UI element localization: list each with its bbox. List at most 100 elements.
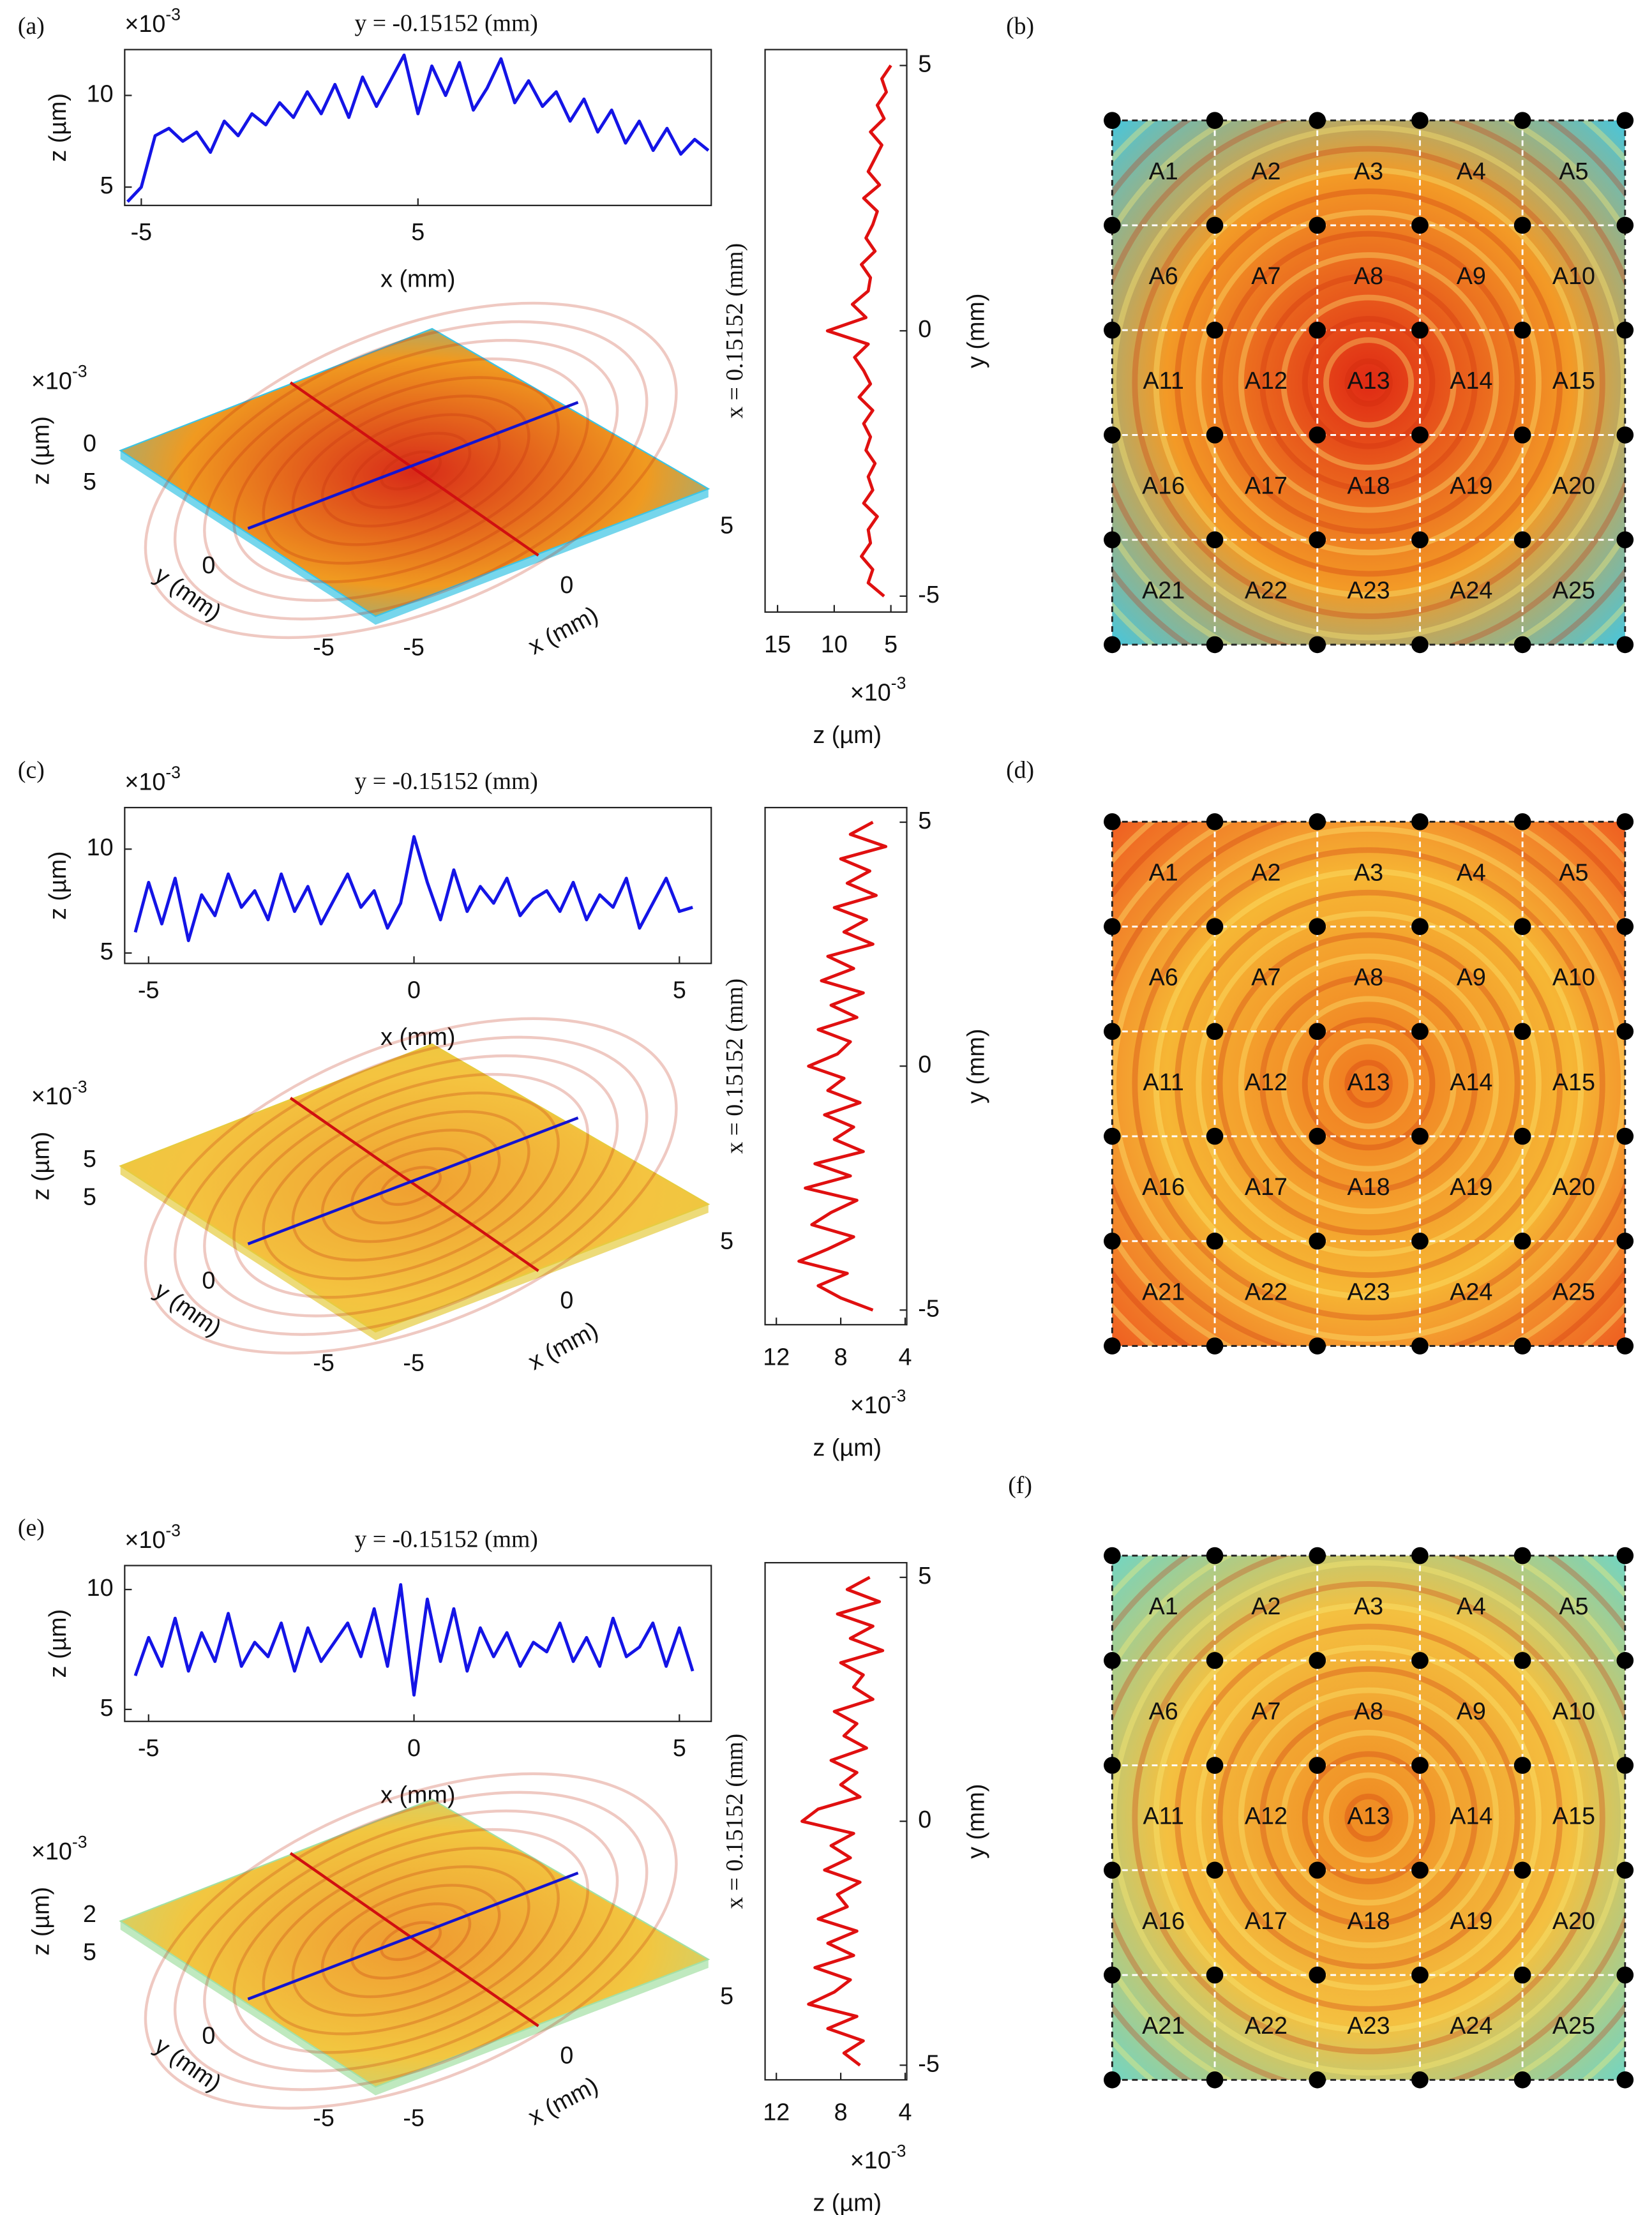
grid-node xyxy=(1513,1232,1531,1250)
y-tick-label: -5 xyxy=(313,2104,334,2131)
x-tick-label: -5 xyxy=(403,2104,424,2131)
grid-node xyxy=(1411,112,1429,129)
grid-node xyxy=(1411,813,1429,830)
grid-node xyxy=(1206,1651,1224,1669)
x-tick-label: 0 xyxy=(560,2042,573,2069)
y-tick-label: 5 xyxy=(83,468,96,495)
cell-label: A8 xyxy=(1354,1697,1383,1724)
cell-label: A17 xyxy=(1245,1907,1288,1934)
grid-node xyxy=(1616,1547,1634,1565)
cell-label: A14 xyxy=(1450,367,1492,394)
grid-node xyxy=(1309,216,1326,234)
cell-label: A9 xyxy=(1457,1697,1486,1724)
grid-node xyxy=(1309,1547,1326,1565)
grid-node xyxy=(1513,426,1531,444)
x-tick-label: 10 xyxy=(821,631,848,657)
surface-ring xyxy=(203,1054,619,1318)
y-tick-label: -5 xyxy=(918,1295,940,1321)
x-tick-label: 4 xyxy=(898,1343,912,1370)
grid-node xyxy=(1309,426,1326,444)
grid-node xyxy=(1104,1023,1121,1040)
heatmap-ring xyxy=(1302,1017,1436,1151)
grid-node xyxy=(1104,216,1121,234)
cell-label: A5 xyxy=(1559,158,1588,184)
grid-node xyxy=(1616,1127,1634,1145)
cell-label: A1 xyxy=(1149,859,1178,885)
grid-node xyxy=(1513,2071,1531,2089)
grid-node xyxy=(1206,1861,1224,1879)
surface-ring xyxy=(380,1921,442,1962)
cell-label: A22 xyxy=(1245,2012,1288,2039)
grid-node xyxy=(1616,1651,1634,1669)
heatmap-ring xyxy=(1132,146,1605,619)
cell-label: A25 xyxy=(1552,1278,1595,1305)
cell-label: A6 xyxy=(1149,1697,1178,1724)
grid-node xyxy=(1411,1547,1429,1565)
grid-node xyxy=(1411,2071,1429,2089)
cell-label: A3 xyxy=(1354,859,1383,885)
grid-node xyxy=(1513,1337,1531,1355)
y-tick-label: 5 xyxy=(100,938,114,965)
cell-label: A1 xyxy=(1149,158,1178,184)
surface-ring xyxy=(320,1129,501,1243)
cell-label: A12 xyxy=(1245,367,1288,394)
heatmap-ring xyxy=(1344,1060,1393,1108)
heatmap-ring xyxy=(1153,868,1584,1300)
grid-node xyxy=(1513,321,1531,339)
heatmap-ring xyxy=(1153,1602,1584,2034)
heatmap-ring xyxy=(1259,975,1478,1193)
heatmap-ring xyxy=(1323,1772,1415,1863)
cell-label: A16 xyxy=(1142,1173,1185,1200)
multiplier-base: ×10 xyxy=(850,679,891,706)
surface-ring xyxy=(291,394,530,546)
multiplier: ×10-3 xyxy=(31,362,87,394)
multiplier: ×10-3 xyxy=(124,4,181,36)
cell-label: A16 xyxy=(1142,472,1185,499)
multiplier: ×10-3 xyxy=(850,673,906,705)
x-tick-label: 15 xyxy=(764,631,791,657)
surface xyxy=(119,327,710,617)
cell-label: A7 xyxy=(1251,964,1280,991)
grid-node xyxy=(1309,1757,1326,1774)
surface xyxy=(119,1798,710,2088)
surface-ring xyxy=(144,1772,678,2110)
z-axis-label: z (µm) xyxy=(27,1132,54,1201)
cell-label: A20 xyxy=(1552,472,1595,499)
grid-node xyxy=(1411,1861,1429,1879)
cell-label: A21 xyxy=(1142,2012,1185,2039)
grid-node xyxy=(1616,1023,1634,1040)
grid-node xyxy=(1513,918,1531,935)
heatmap-ring xyxy=(1238,1687,1499,1948)
cell-label: A17 xyxy=(1245,1173,1288,1200)
x-axis-label: x (mm) xyxy=(523,601,602,659)
surface-ring xyxy=(232,357,590,583)
x-tick-label: 5 xyxy=(720,512,733,539)
grid-node xyxy=(1616,426,1634,444)
multiplier-exponent: -3 xyxy=(891,1386,906,1405)
cell-label: A6 xyxy=(1149,964,1178,991)
heatmap-ring xyxy=(1323,1038,1415,1129)
surface-ring xyxy=(320,413,501,528)
y-tick-label: 10 xyxy=(87,834,114,860)
y-tick-label: 5 xyxy=(100,172,114,199)
heatmap-ring xyxy=(1280,996,1457,1172)
x-tick-label: 5 xyxy=(884,631,897,657)
y-axis-label: x = 0.15152 (mm) xyxy=(721,979,748,1154)
y-tick-label: 0 xyxy=(918,1051,931,1077)
cell-label: A5 xyxy=(1559,1593,1588,1619)
grid-node xyxy=(1309,1023,1326,1040)
plot-frame xyxy=(124,49,712,206)
cell-label: A21 xyxy=(1142,577,1185,604)
grid-node xyxy=(1411,1757,1429,1774)
grid-node xyxy=(1411,1232,1429,1250)
y-tick-label: 0 xyxy=(918,1806,931,1833)
grid-node xyxy=(1104,813,1121,830)
surface-ring xyxy=(173,1791,649,2091)
grid-node xyxy=(1513,1757,1531,1774)
x-tick-label: 12 xyxy=(763,2098,790,2125)
grid-node xyxy=(1309,1337,1326,1355)
grid-node xyxy=(1513,531,1531,548)
grid-node xyxy=(1104,1337,1121,1355)
grid-node xyxy=(1616,636,1634,654)
heatmap-rings xyxy=(1112,120,1625,645)
